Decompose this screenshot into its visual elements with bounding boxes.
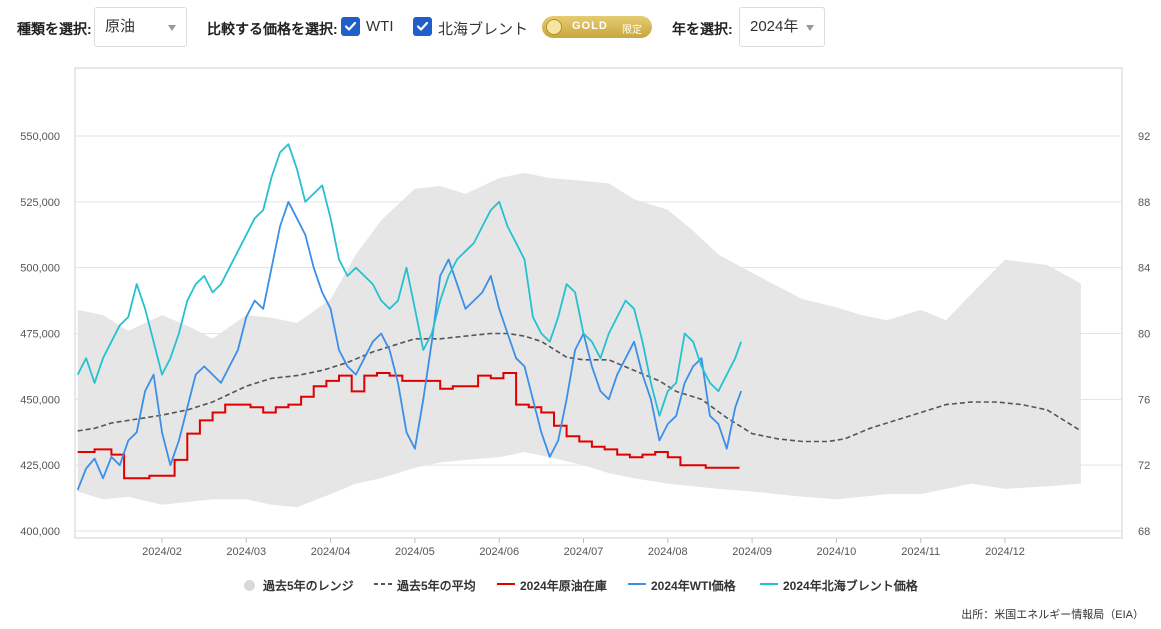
gold-coin-icon (546, 19, 562, 35)
compare-label: 比較する価格を選択: (207, 21, 338, 37)
y-left-tick-label: 450,000 (20, 394, 60, 406)
x-tick-label: 2024/05 (395, 546, 435, 558)
legend-avg-label[interactable]: 過去5年の平均 (397, 579, 476, 593)
year-select[interactable]: 2024年 (739, 7, 825, 47)
y-left-tick-label: 525,000 (20, 197, 60, 209)
wti-checkbox[interactable] (341, 17, 360, 36)
x-tick-label: 2024/08 (648, 546, 688, 558)
chart: 400,000 425,000 450,000 475,000 500,000 525,0… (20, 67, 1150, 558)
type-label: 種類を選択: (17, 21, 92, 37)
gold-badge[interactable]: GOLD 限定 (542, 16, 652, 38)
x-tick-label: 2024/10 (817, 546, 857, 558)
legend-avg-swatch (374, 583, 392, 585)
check-icon (344, 21, 357, 31)
x-tick-label: 2024/12 (985, 546, 1025, 558)
source-note: 出所：米国エネルギー情報局（EIA） (961, 609, 1144, 621)
y-right-tick-label: 88 (1138, 197, 1150, 209)
type-select-value: 原油 (105, 18, 136, 35)
legend-brent-swatch (760, 583, 778, 585)
legend-inventory-label[interactable]: 2024年原油在庫 (520, 579, 607, 593)
y-right-tick-label: 80 (1138, 329, 1150, 341)
toolbar: 種類を選択: 原油 比較する価格を選択: WTI 北海ブレント GOLD 限定 … (0, 0, 1161, 58)
x-tick-label: 2024/07 (564, 546, 604, 558)
x-tick-label: 2024/09 (732, 546, 772, 558)
type-select[interactable]: 原油 (94, 7, 187, 47)
x-tick-label: 2024/11 (901, 546, 940, 558)
plot-frame (74, 67, 1123, 539)
y-left-tick-label: 400,000 (20, 526, 60, 538)
chevron-down-icon (168, 25, 176, 31)
y-right-tick-label: 84 (1138, 263, 1150, 275)
x-tick-label: 2024/03 (226, 546, 266, 558)
x-tick-label: 2024/04 (311, 546, 351, 558)
series-brent-line (76, 143, 742, 417)
series-wti-line (76, 200, 742, 491)
year-select-value: 2024年 (750, 18, 799, 35)
gold-badge-text: GOLD (572, 20, 608, 32)
year-label: 年を選択: (672, 21, 733, 37)
y-left-tick-label: 475,000 (20, 329, 60, 341)
legend-range-swatch (244, 580, 255, 591)
wti-checkbox-label[interactable]: WTI (366, 18, 394, 35)
legend-wti-swatch (628, 583, 646, 585)
y-left-tick-label: 425,000 (20, 460, 60, 472)
x-tick-label: 2024/02 (142, 546, 182, 558)
y-right-tick-label: 68 (1138, 526, 1150, 538)
series-inventory-line (77, 372, 740, 480)
series-5yr-average-line (77, 332, 1082, 443)
y-right-tick-label: 92 (1138, 131, 1150, 143)
legend-wti-label[interactable]: 2024年WTI価格 (651, 579, 736, 593)
y-left-tick-label: 500,000 (20, 263, 60, 275)
y-right-tick-label: 76 (1138, 394, 1150, 406)
chevron-down-icon (806, 25, 814, 31)
chart-legend: 過去5年のレンジ 過去5年の平均 2024年原油在庫 2024年WTI価格 20… (0, 572, 1161, 596)
legend-brent-label[interactable]: 2024年北海ブレント価格 (783, 579, 918, 593)
legend-range-label[interactable]: 過去5年のレンジ (263, 579, 354, 593)
check-icon (416, 21, 429, 31)
legend-inventory-swatch (497, 583, 515, 585)
y-right-tick-label: 72 (1138, 460, 1150, 472)
y-left-tick-label: 550,000 (20, 131, 60, 143)
gold-badge-sub: 限定 (622, 25, 642, 36)
x-tick-label: 2024/06 (479, 546, 519, 558)
brent-checkbox[interactable] (413, 17, 432, 36)
brent-checkbox-label[interactable]: 北海ブレント (438, 21, 529, 38)
